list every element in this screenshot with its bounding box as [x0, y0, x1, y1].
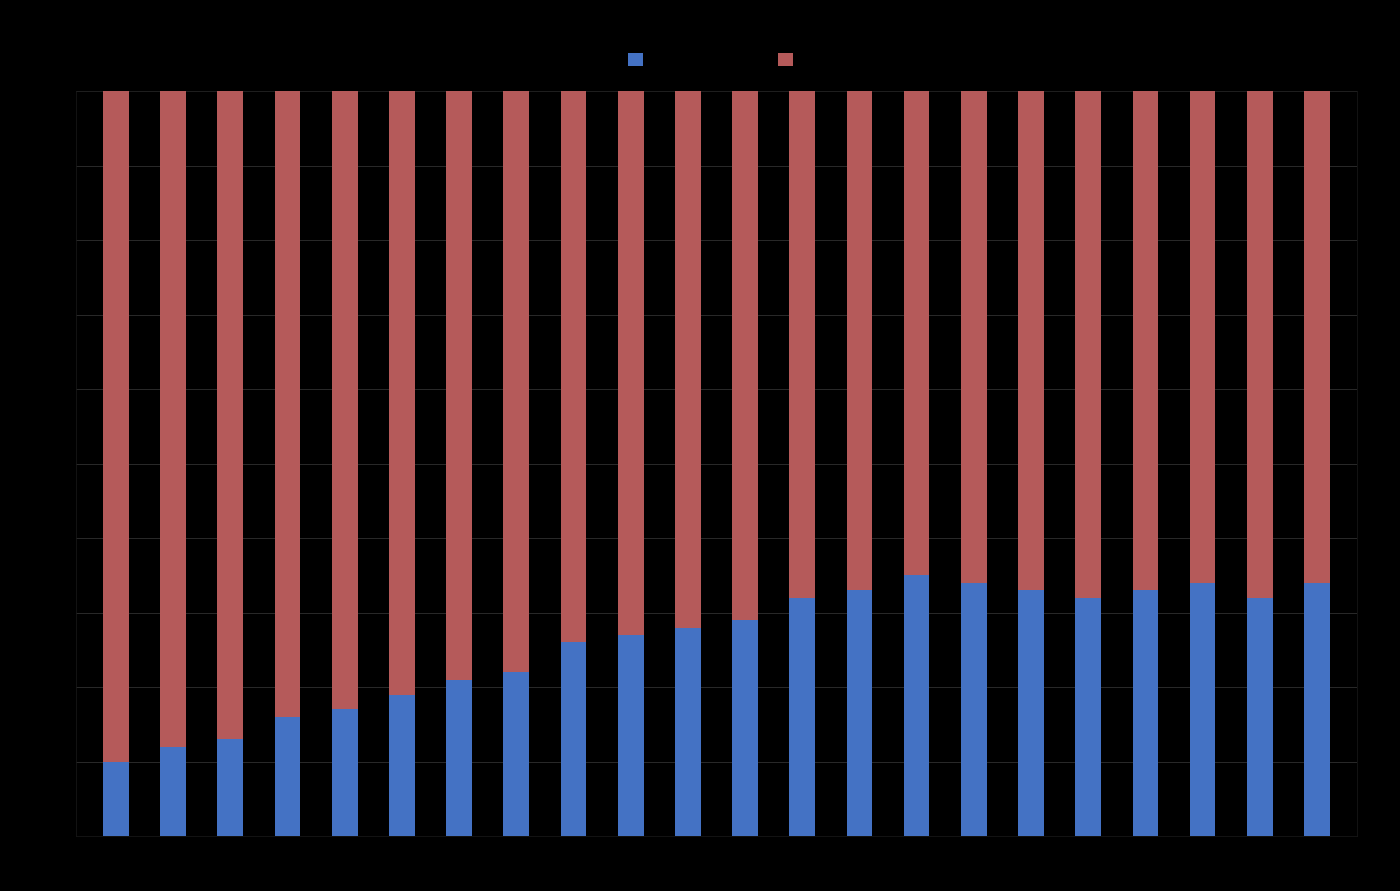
Bar: [1190, 91, 1215, 583]
Bar: [104, 91, 129, 762]
Bar: [274, 91, 301, 717]
Bar: [447, 91, 472, 680]
Bar: [389, 695, 414, 836]
Bar: [847, 590, 872, 836]
Bar: [732, 91, 757, 620]
Bar: [1133, 590, 1158, 836]
Bar: [960, 91, 987, 583]
Bar: [847, 91, 872, 590]
Bar: [504, 672, 529, 836]
Bar: [904, 91, 930, 576]
Bar: [790, 91, 815, 598]
Bar: [1247, 598, 1273, 836]
Bar: [1133, 91, 1158, 590]
Bar: [389, 91, 414, 695]
Bar: [1247, 91, 1273, 598]
Bar: [1303, 91, 1330, 583]
Bar: [104, 762, 129, 836]
Bar: [447, 680, 472, 836]
Bar: [1190, 583, 1215, 836]
Bar: [504, 91, 529, 672]
Bar: [274, 717, 301, 836]
Bar: [1018, 91, 1044, 590]
Bar: [217, 91, 244, 740]
Bar: [617, 91, 644, 635]
Bar: [904, 576, 930, 836]
Bar: [790, 598, 815, 836]
Bar: [160, 747, 186, 836]
Bar: [732, 620, 757, 836]
Bar: [1075, 598, 1100, 836]
Bar: [960, 583, 987, 836]
Bar: [332, 91, 357, 709]
Bar: [160, 91, 186, 747]
Legend:  ,  : ,: [622, 46, 812, 74]
Bar: [1018, 590, 1044, 836]
Bar: [675, 91, 701, 627]
Bar: [332, 709, 357, 836]
Bar: [217, 740, 244, 836]
Bar: [560, 642, 587, 836]
Bar: [675, 627, 701, 836]
Bar: [617, 635, 644, 836]
Bar: [1303, 583, 1330, 836]
Bar: [1075, 91, 1100, 598]
Bar: [560, 91, 587, 642]
